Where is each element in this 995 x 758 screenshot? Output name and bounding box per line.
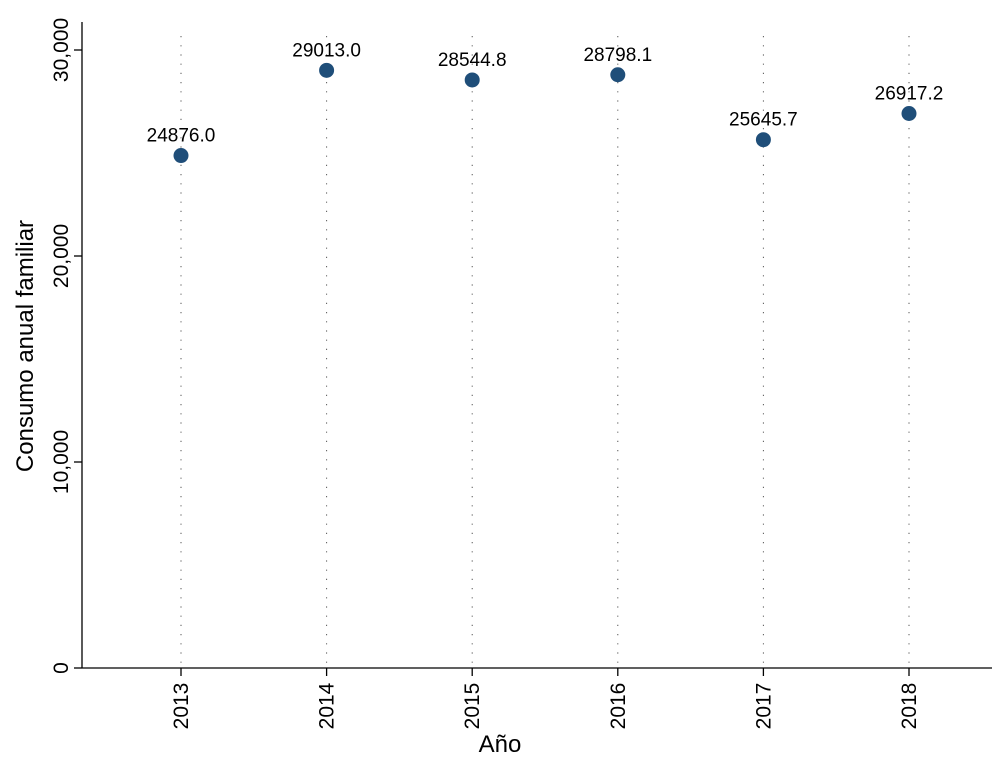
- x-ticks: 2013 2014 2015 2016 2017 2018: [170, 668, 921, 729]
- x-tick-label: 2015: [461, 683, 484, 730]
- markers: [173, 62, 917, 164]
- data-point: [464, 72, 480, 88]
- x-tick-label: 2013: [170, 683, 193, 730]
- data-label: 29013.0: [292, 40, 361, 61]
- x-tick-label: 2018: [898, 683, 921, 730]
- data-point: [755, 132, 771, 148]
- data-label: 28798.1: [583, 45, 652, 66]
- y-tick-label: 20,000: [50, 224, 73, 288]
- y-axis-title: Consumo anual familiar: [12, 220, 39, 472]
- y-tick-label: 30,000: [50, 18, 73, 82]
- x-tick-label: 2014: [316, 682, 339, 729]
- y-tick-label: 0: [50, 662, 73, 674]
- data-point: [173, 148, 189, 164]
- data-labels: 24876.0 29013.0 28544.8 28798.1 25645.7 26917…: [147, 40, 944, 146]
- x-tick-label: 2016: [607, 683, 630, 730]
- x-tick-label: 2017: [752, 683, 775, 730]
- data-label: 28544.8: [438, 50, 507, 71]
- gridlines: [180, 36, 910, 668]
- x-axis-title: Año: [479, 731, 522, 758]
- data-label: 24876.0: [147, 126, 216, 147]
- data-point: [901, 106, 917, 122]
- data-label: 26917.2: [875, 84, 944, 105]
- y-ticks: 0 10,000 20,000 30,000: [50, 18, 82, 674]
- axes: [81, 22, 992, 669]
- data-point: [610, 67, 626, 83]
- data-point: [319, 62, 335, 78]
- y-tick-label: 10,000: [50, 430, 73, 494]
- data-label: 25645.7: [729, 110, 798, 131]
